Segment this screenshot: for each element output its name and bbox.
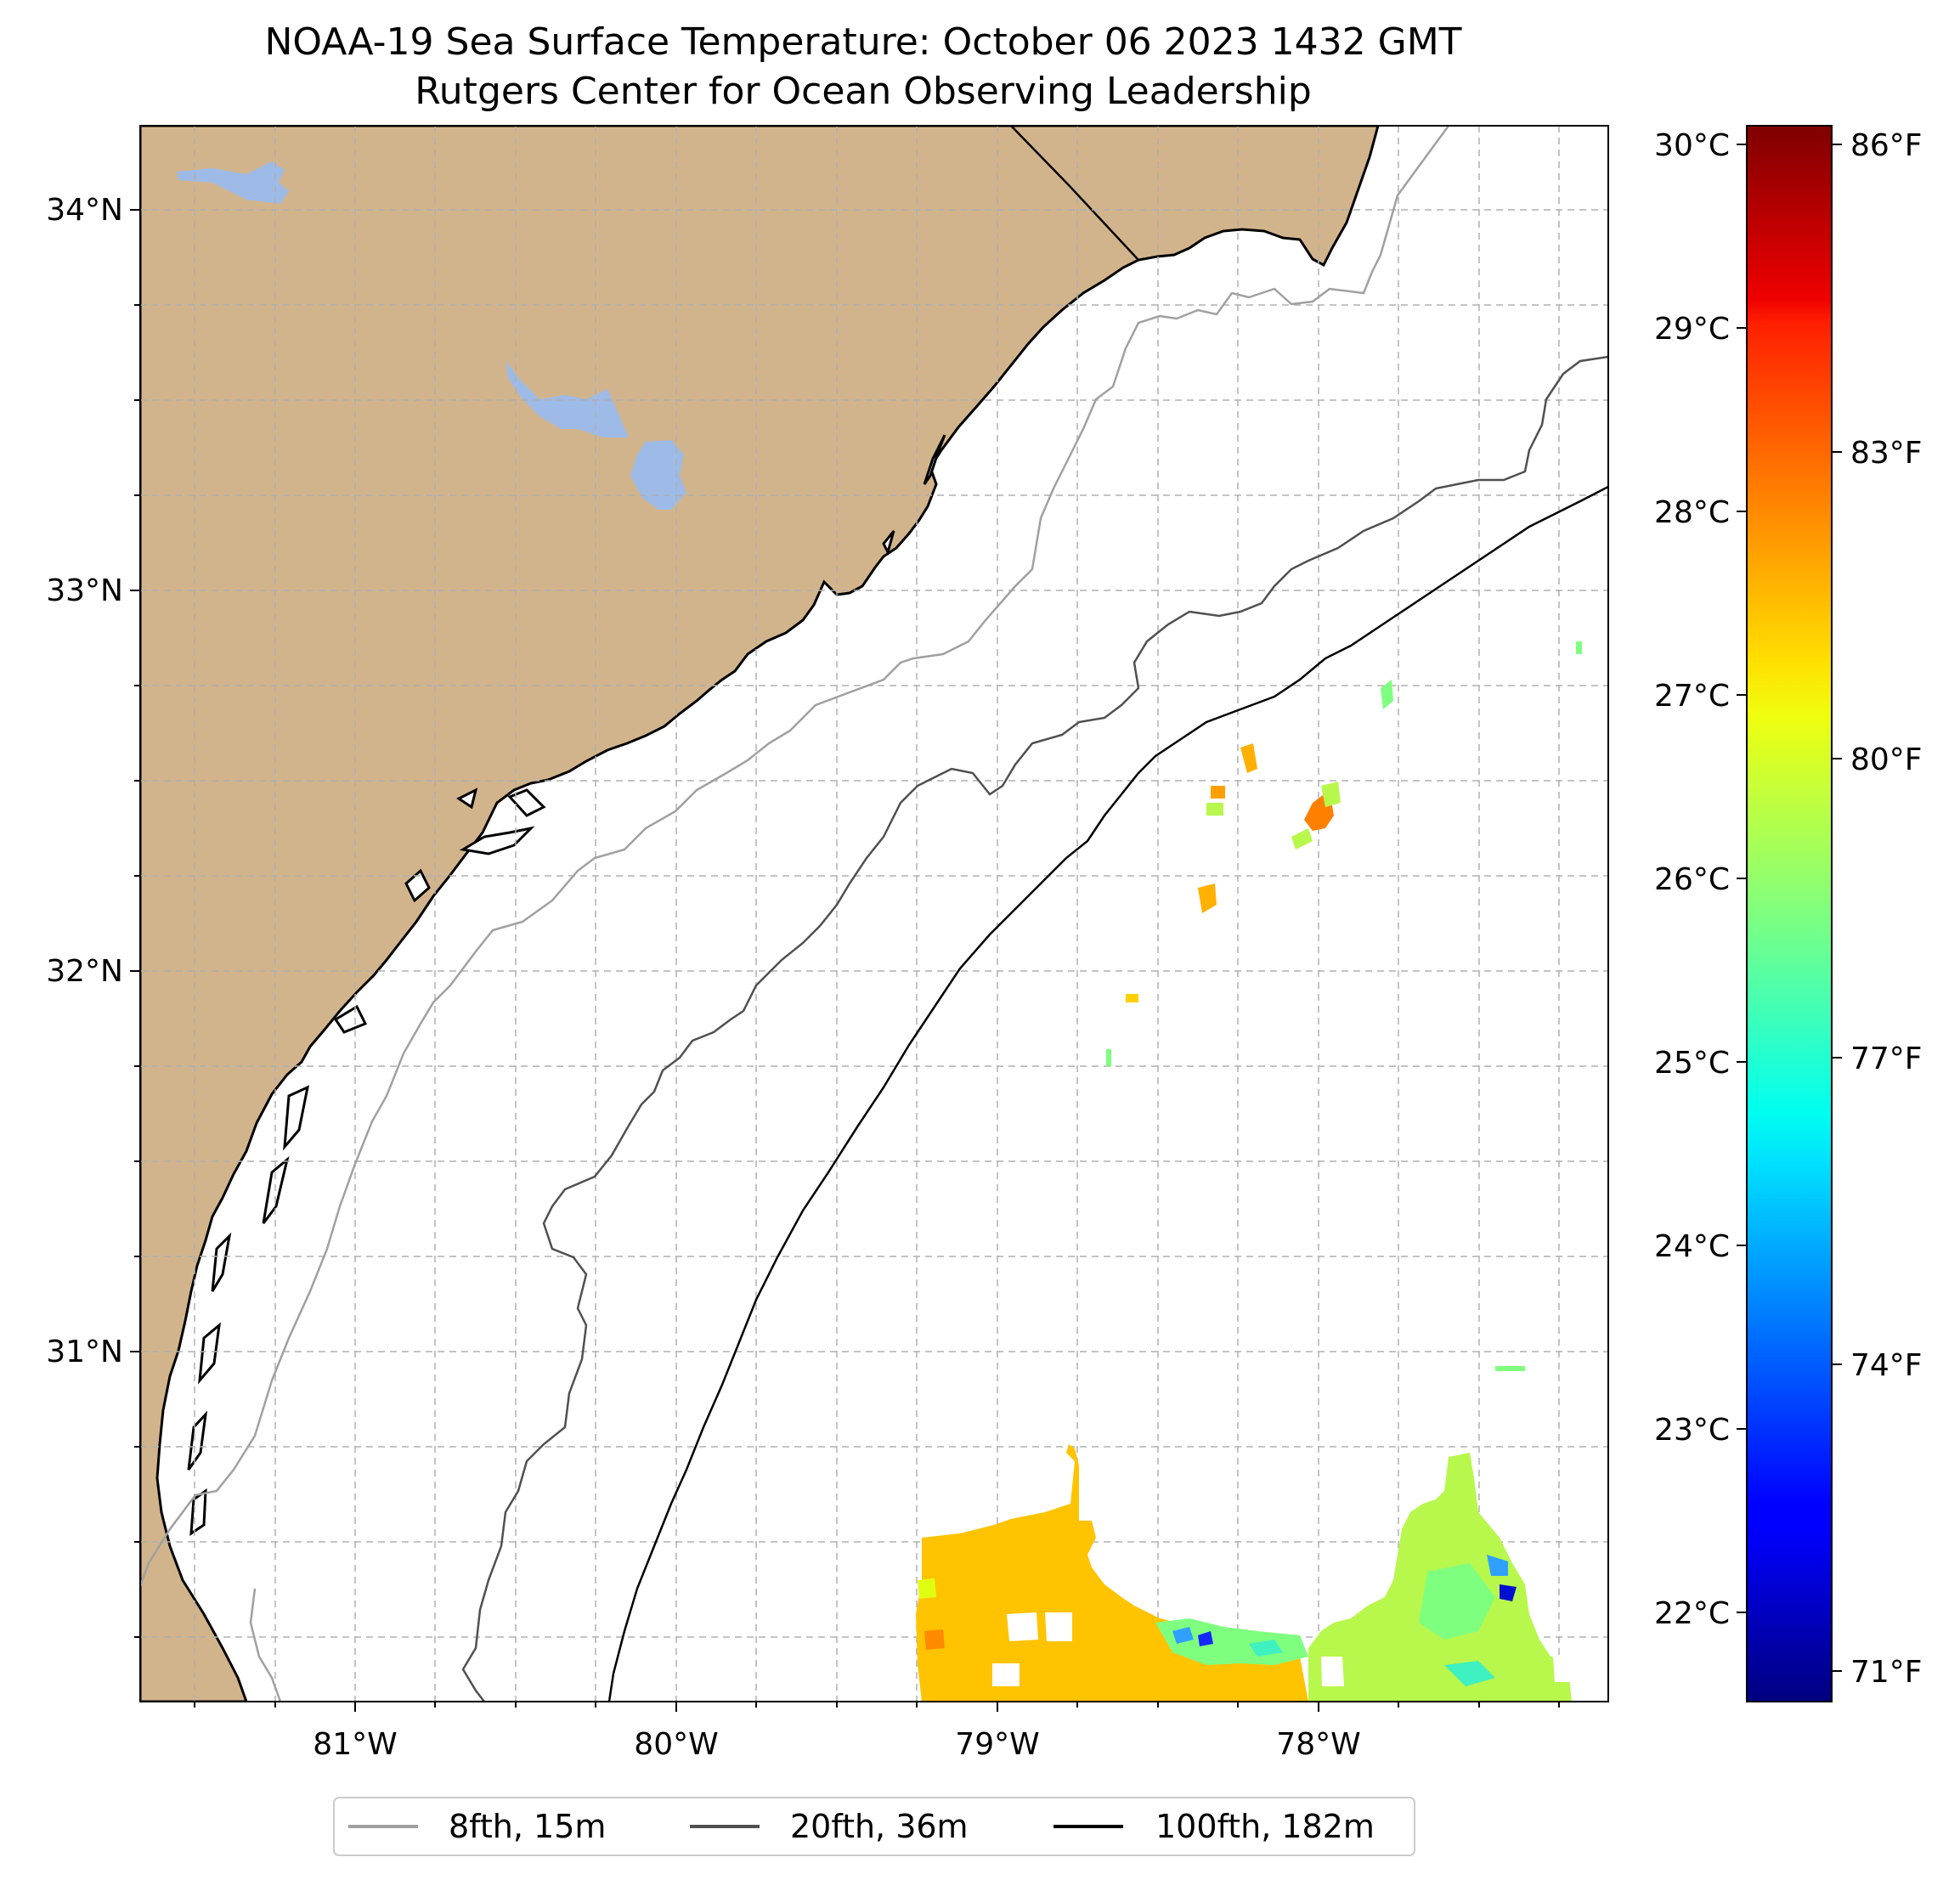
lat-tick-label: 33°N: [46, 573, 123, 608]
fahrenheit-tick-label: 80°F: [1850, 742, 1923, 777]
title-line-1: NOAA-19 Sea Surface Temperature: October…: [264, 20, 1461, 64]
celsius-tick-label: 26°C: [1654, 862, 1730, 897]
map-frame: [139, 125, 1609, 1702]
celsius-tick-label: 27°C: [1654, 679, 1730, 714]
latitude-labels: 34°N 33°N 32°N 31°N: [46, 193, 123, 1369]
isobath-8fth: [140, 126, 1450, 1589]
celsius-tick-label: 22°C: [1654, 1596, 1730, 1631]
lon-tick-label: 79°W: [955, 1727, 1039, 1762]
celsius-tick-label: 29°C: [1654, 312, 1730, 347]
celsius-tick-label: 24°C: [1654, 1229, 1730, 1264]
isobath-legend: 8fth, 15m 20fth, 36m 100fth, 182m: [333, 1797, 1415, 1856]
lat-tick-label: 34°N: [46, 193, 123, 228]
celsius-tick-label: 28°C: [1654, 495, 1730, 530]
axis-tick-marks: [130, 209, 1560, 1712]
lake-moultrie: [630, 440, 686, 510]
legend-item-20fth: 20fth, 36m: [690, 1808, 969, 1845]
land-mass: [140, 126, 1380, 1702]
legend-item-100fth: 100fth, 182m: [1053, 1808, 1375, 1845]
colorbar: 30°C 29°C 28°C 27°C 26°C 25°C 24°C 23°C …: [1654, 125, 1923, 1702]
lake-waccamaw: [177, 161, 289, 204]
celsius-tick-labels: 30°C 29°C 28°C 27°C 26°C 25°C 24°C 23°C …: [1654, 128, 1730, 1631]
map-panel: [140, 126, 1608, 1702]
isobath-100fth: [607, 485, 1608, 1702]
celsius-tick-label: 25°C: [1654, 1046, 1730, 1081]
celsius-tick-label: 30°C: [1654, 128, 1730, 163]
coastal-inlets: [187, 434, 946, 1536]
fahrenheit-tick-label: 86°F: [1850, 128, 1923, 163]
lat-tick-label: 31°N: [46, 1335, 123, 1369]
fahrenheit-tick-label: 74°F: [1850, 1348, 1923, 1383]
lat-tick-label: 32°N: [46, 954, 123, 989]
lon-tick-label: 78°W: [1276, 1727, 1360, 1762]
celsius-tick-label: 23°C: [1654, 1413, 1730, 1448]
lakes: [177, 161, 686, 510]
legend-label-8fth: 8fth, 15m: [449, 1808, 606, 1845]
legend-box: [333, 1797, 1415, 1856]
lon-tick-label: 81°W: [313, 1727, 397, 1762]
fahrenheit-tick-label: 71°F: [1850, 1655, 1923, 1690]
sst-data-patches: [916, 641, 1582, 1702]
legend-label-20fth: 20fth, 36m: [790, 1808, 969, 1845]
lon-tick-label: 80°W: [634, 1727, 718, 1762]
longitude-labels: 81°W 80°W 79°W 78°W: [313, 1727, 1360, 1762]
gridlines: [140, 126, 1608, 1702]
state-border: [1010, 126, 1139, 261]
fahrenheit-tick-labels: 86°F 83°F 80°F 77°F 74°F 71°F: [1850, 128, 1923, 1690]
legend-item-8fth: 8fth, 15m: [348, 1808, 606, 1845]
isobath-20fth: [461, 355, 1608, 1702]
colorbar-gradient: [1746, 125, 1833, 1702]
fahrenheit-tick-label: 77°F: [1850, 1042, 1923, 1076]
fahrenheit-tick-label: 83°F: [1850, 436, 1923, 471]
isobath-8fth-south: [249, 1588, 282, 1702]
title-line-2: Rutgers Center for Ocean Observing Leade…: [415, 70, 1312, 113]
lake-marion: [506, 361, 629, 438]
legend-label-100fth: 100fth, 182m: [1155, 1808, 1375, 1845]
